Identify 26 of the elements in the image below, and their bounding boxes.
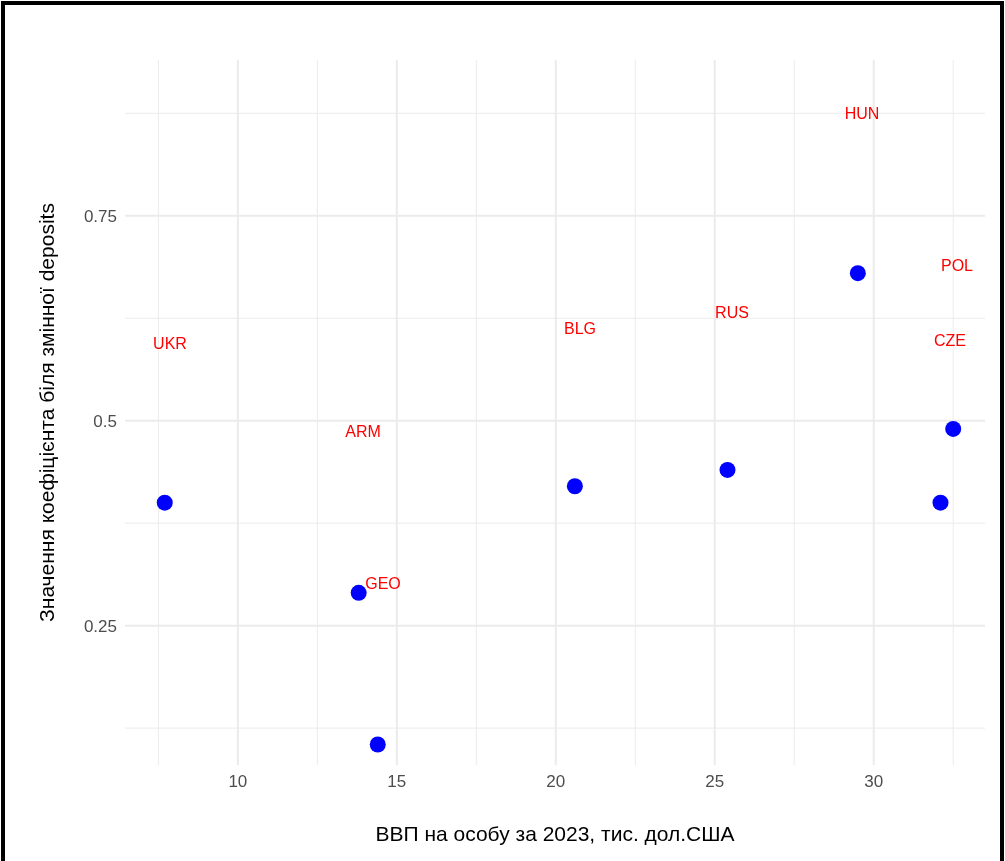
x-axis-title: ВВП на особу за 2023, тис. дол.США (375, 822, 735, 845)
x-tick-label: 15 (387, 772, 407, 791)
point (156, 494, 173, 511)
x-tick-label: 10 (228, 772, 248, 791)
point (932, 494, 949, 511)
annotation: UKR (153, 334, 187, 352)
x-tick-label: 20 (546, 772, 566, 791)
point (350, 584, 367, 601)
x-tick-label: 25 (705, 772, 725, 791)
annotation: CZE (934, 331, 966, 349)
annotation: HUN (844, 104, 880, 122)
annotation: GEO (365, 574, 401, 592)
annotation: ARM (345, 422, 381, 440)
point (369, 736, 386, 753)
annotation: BLG (563, 319, 597, 337)
point (719, 461, 736, 478)
point (566, 478, 583, 495)
y-tick-label: 0.5 (93, 411, 117, 431)
annotation: POL (940, 256, 974, 274)
y-axis-title: Значення коефіцієнта біля змінної deposits (35, 203, 58, 622)
point (945, 420, 962, 437)
y-tick-label: 0.75 (83, 206, 117, 226)
x-tick-label: 30 (864, 772, 884, 791)
annotation: RUS (715, 303, 749, 321)
point (849, 265, 866, 282)
y-tick-label: 0.25 (83, 616, 117, 636)
